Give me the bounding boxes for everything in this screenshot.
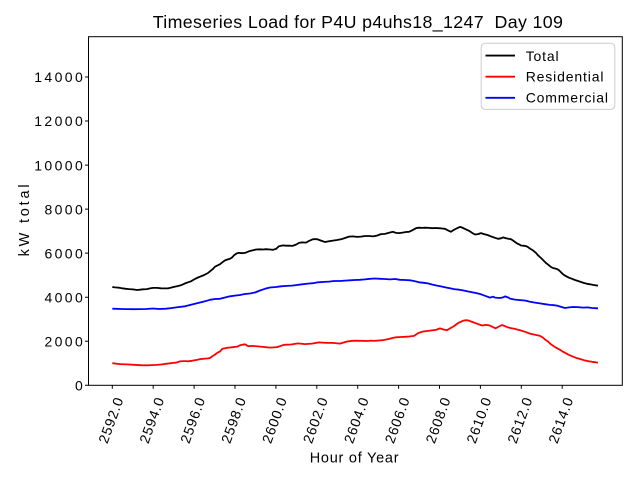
- svg-text:kW total: kW total: [17, 182, 33, 257]
- svg-text:Commercial: Commercial: [526, 89, 609, 105]
- svg-text:0: 0: [75, 378, 85, 394]
- svg-text:2594.0: 2594.0: [136, 395, 168, 446]
- svg-text:14000: 14000: [34, 69, 85, 85]
- svg-text:12000: 12000: [34, 113, 85, 129]
- svg-text:2600.0: 2600.0: [259, 395, 291, 446]
- svg-text:Residential: Residential: [526, 68, 605, 84]
- svg-text:4000: 4000: [44, 289, 85, 305]
- svg-text:10000: 10000: [34, 157, 85, 173]
- svg-text:2614.0: 2614.0: [545, 395, 577, 446]
- svg-text:2602.0: 2602.0: [300, 395, 332, 446]
- svg-text:2610.0: 2610.0: [463, 395, 495, 446]
- svg-text:2604.0: 2604.0: [340, 395, 372, 446]
- svg-text:2592.0: 2592.0: [95, 395, 127, 446]
- svg-text:2606.0: 2606.0: [381, 395, 413, 446]
- svg-text:2612.0: 2612.0: [504, 395, 536, 446]
- svg-text:2608.0: 2608.0: [422, 395, 454, 446]
- svg-text:2598.0: 2598.0: [218, 395, 250, 446]
- svg-text:2000: 2000: [44, 334, 85, 350]
- svg-text:2596.0: 2596.0: [177, 395, 209, 446]
- svg-text:6000: 6000: [44, 245, 85, 261]
- svg-text:Hour of Year: Hour of Year: [310, 451, 400, 467]
- svg-text:8000: 8000: [44, 201, 85, 217]
- svg-text:Total: Total: [526, 48, 560, 64]
- svg-text:Timeseries Load for P4U p4uhs1: Timeseries Load for P4U p4uhs18_1247 Day…: [153, 12, 563, 33]
